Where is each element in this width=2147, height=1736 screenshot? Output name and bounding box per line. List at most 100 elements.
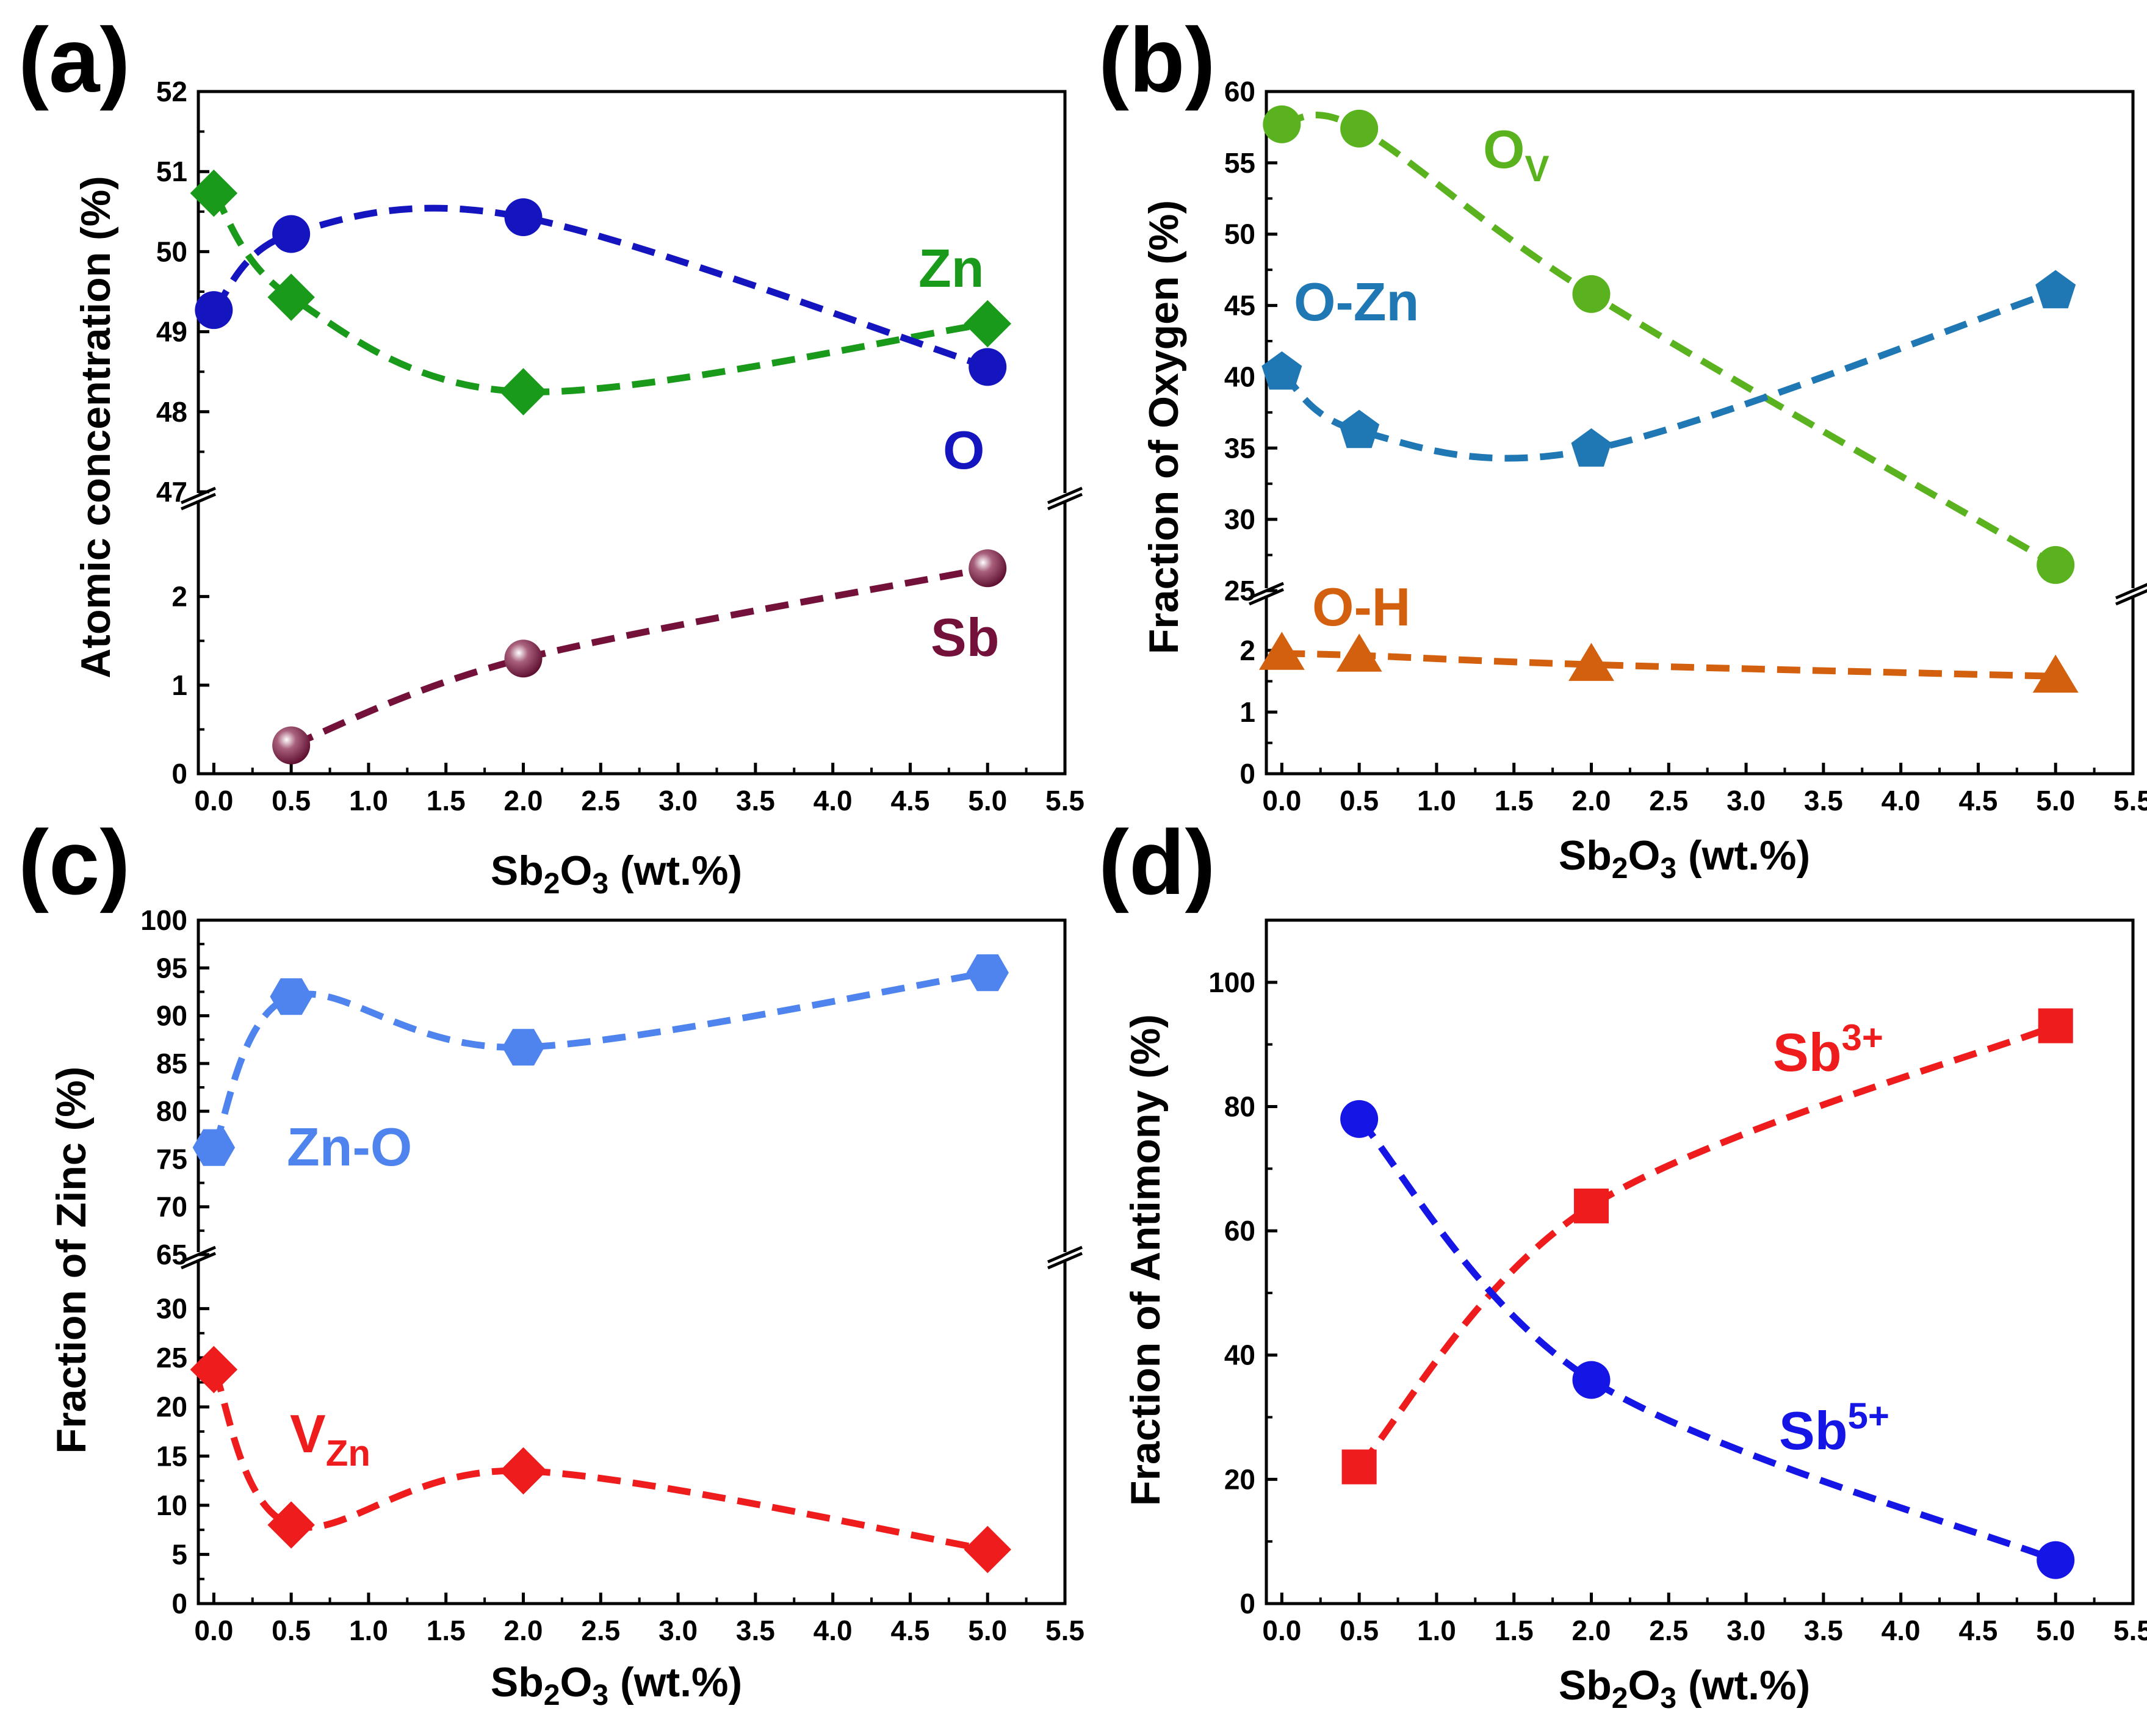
y-tick-label: 20 <box>1224 1463 1255 1495</box>
x-tick-label: 5.0 <box>968 785 1007 816</box>
y-tick-label: 35 <box>1224 432 1255 464</box>
y-tick-label: 15 <box>156 1440 187 1472</box>
x-tick-label: 3.5 <box>1804 1615 1843 1646</box>
y-axis-title-d: Fraction of Antimony (%) <box>1122 1014 1169 1506</box>
axis-break-mark <box>181 1252 216 1270</box>
x-tick-label: 1.0 <box>349 1615 388 1646</box>
x-tick-label: 4.5 <box>1958 785 1997 816</box>
series-label-sb: Sb <box>931 607 999 668</box>
y-tick-label: 100 <box>140 904 187 936</box>
y-tick-label: 30 <box>156 1293 187 1325</box>
x-tick-label: 2.5 <box>581 1615 620 1646</box>
x-tick-label: 3.5 <box>736 785 775 816</box>
series-label-ov: OV <box>1483 119 1549 189</box>
data-point-O-Zn <box>1261 351 1302 390</box>
data-point-O <box>272 215 311 253</box>
series-label-o-h: O-H <box>1312 577 1410 637</box>
x-tick-label: 4.0 <box>814 785 853 816</box>
plot-frame <box>197 918 1067 1605</box>
data-point-O-H <box>2032 654 2079 693</box>
axis-break-mark <box>1047 1245 1083 1264</box>
x-tick-label: 4.0 <box>814 1615 853 1646</box>
series-line-O-Zn <box>1279 287 2057 462</box>
data-point-O <box>969 348 1007 386</box>
y-tick-label: 0 <box>171 758 187 790</box>
x-tick-label: 5.0 <box>2036 785 2075 816</box>
data-point-Ov <box>1263 105 1301 143</box>
x-tick-label: 5.5 <box>2113 1615 2147 1646</box>
y-tick-label: 49 <box>156 316 187 348</box>
data-point-Zn <box>499 368 547 416</box>
series-label-zn-o: Zn-O <box>287 1117 412 1177</box>
series-line-Sb5+ <box>1357 1117 2057 1563</box>
x-tick-label: 2.5 <box>1649 785 1688 816</box>
axis-break-mark <box>1047 492 1083 511</box>
x-tick-label: 2.5 <box>581 785 620 816</box>
y-tick-label: 30 <box>1224 503 1255 535</box>
x-tick-label: 1.0 <box>1417 785 1456 816</box>
data-point-Zn <box>267 273 315 321</box>
panel-letter-d: (d) <box>1099 811 1216 913</box>
y-tick-label: 40 <box>1224 1339 1255 1371</box>
data-point-O <box>195 291 233 330</box>
x-tick-label: 2.0 <box>504 785 543 816</box>
x-tick-label: 0.0 <box>194 1615 233 1646</box>
y-tick-label: 90 <box>156 1000 187 1032</box>
y-axis-title-b: Fraction of Oxygen (%) <box>1141 200 1187 654</box>
data-point-VZn <box>190 1345 238 1394</box>
y-tick-label: 51 <box>156 156 187 187</box>
x-tick-label: 5.5 <box>1045 785 1084 816</box>
data-point-Sb3+ <box>1341 1449 1377 1485</box>
y-tick-label: 70 <box>156 1191 187 1223</box>
y-tick-label: 0 <box>1239 1588 1255 1619</box>
y-tick-label: 5 <box>171 1538 187 1570</box>
series-label-o-zn: O-Zn <box>1294 272 1419 332</box>
data-point-Zn-O <box>966 954 1009 992</box>
panel-b: 0.0 0.5 1.0 1.5 2.0 2.5 3.0 3.5 4.0 4.5 5.0 5.5 25 30… <box>1224 76 2147 816</box>
x-tick-label: 5.0 <box>2036 1615 2075 1646</box>
series-line-O <box>211 204 989 370</box>
panel-c: 0.0 0.5 1.0 1.5 2.0 2.5 3.0 3.5 4.0 4.5 5.0 5.5 65 70… <box>140 904 1084 1646</box>
data-point-VZn <box>267 1501 315 1549</box>
series-line-O-H <box>1282 650 2056 680</box>
data-point-Sb <box>969 549 1007 588</box>
panel-letter-a: (a) <box>18 9 130 111</box>
x-axis-title-d: Sb2O3 (wt.%) <box>1559 1662 1810 1715</box>
x-tick-label: 3.0 <box>1727 1615 1766 1646</box>
data-point-O-H <box>1258 632 1305 670</box>
x-tick-label: 0.0 <box>194 785 233 816</box>
data-point-Zn <box>964 300 1011 348</box>
data-point-Ov <box>1340 109 1379 148</box>
y-tick-label: 40 <box>1224 361 1255 392</box>
y-tick-label: 47 <box>156 476 187 508</box>
x-tick-label: 1.5 <box>427 785 466 816</box>
y-tick-label: 0 <box>1239 758 1255 790</box>
data-point-Sb5+ <box>2037 1541 2075 1579</box>
plot-frame <box>1265 90 2135 776</box>
y-tick-label: 50 <box>1224 218 1255 250</box>
series-label-sb5: Sb5+ <box>1779 1396 1889 1461</box>
x-tick-label: 1.5 <box>1495 785 1534 816</box>
series-line-Ov <box>1281 112 2057 568</box>
y-tick-label: 75 <box>156 1143 187 1175</box>
series-line-VZn <box>211 1368 989 1553</box>
x-axis-title-b: Sb2O3 (wt.%) <box>1559 832 1810 885</box>
x-tick-label: 3.0 <box>659 1615 698 1646</box>
x-tick-label: 0.5 <box>1340 1615 1379 1646</box>
plots: 0.0 0.5 1.0 1.5 2.0 2.5 3.0 3.5 4.0 4.5 5.0 5.5 47 48… <box>140 76 2147 1646</box>
x-tick-label: 4.5 <box>1958 1615 1997 1646</box>
data-point-Zn-O <box>270 978 312 1015</box>
data-point-Ov <box>2037 546 2075 584</box>
y-tick-label: 0 <box>171 1588 187 1619</box>
y-tick-label: 10 <box>156 1489 187 1521</box>
axis-break-mark <box>2115 583 2147 600</box>
x-tick-label: 0.0 <box>1262 1615 1301 1646</box>
y-tick-label: 2 <box>171 581 187 613</box>
y-tick-label: 85 <box>156 1048 187 1079</box>
data-point-Sb <box>504 639 543 678</box>
series-line-Zn-O <box>211 969 989 1150</box>
y-tick-label: 2 <box>1239 635 1255 666</box>
y-axis-title-c: Fraction of Zinc (%) <box>48 1067 95 1454</box>
y-tick-label: 95 <box>156 952 187 984</box>
x-tick-label: 0.0 <box>1262 785 1301 816</box>
